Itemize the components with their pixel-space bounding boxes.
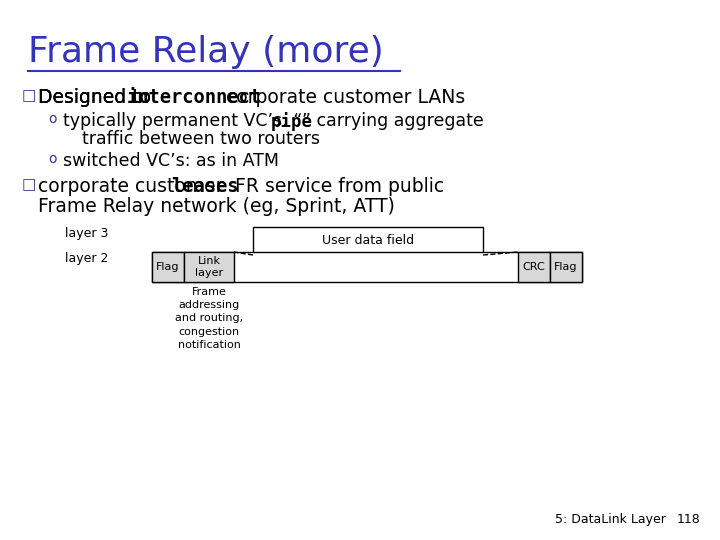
Text: CRC: CRC <box>523 262 545 272</box>
Bar <box>253 227 483 255</box>
Bar <box>550 252 582 282</box>
Text: 5: DataLink Layer: 5: DataLink Layer <box>555 513 666 526</box>
Text: traffic between two routers: traffic between two routers <box>82 130 320 148</box>
Text: □: □ <box>22 88 37 103</box>
Text: Flag: Flag <box>156 262 180 272</box>
Text: pipe: pipe <box>271 112 313 131</box>
Text: FR service from public: FR service from public <box>223 177 444 196</box>
Text: Frame Relay network (eg, Sprint, ATT): Frame Relay network (eg, Sprint, ATT) <box>38 197 395 216</box>
Bar <box>518 252 550 282</box>
Text: Flag: Flag <box>554 262 577 272</box>
Text: interconnect: interconnect <box>127 88 262 107</box>
Text: corporate customer LANs: corporate customer LANs <box>220 88 465 107</box>
Bar <box>152 252 184 282</box>
Text: Designed to: Designed to <box>38 88 157 107</box>
Text: o: o <box>48 152 56 166</box>
Text: switched VC’s: as in ATM: switched VC’s: as in ATM <box>63 152 279 170</box>
Text: typically permanent VC’s: “: typically permanent VC’s: “ <box>63 112 302 130</box>
Text: leases: leases <box>171 177 238 196</box>
Text: Frame Relay (more): Frame Relay (more) <box>28 35 384 69</box>
Text: layer 2: layer 2 <box>65 252 109 265</box>
Text: ” carrying aggregate: ” carrying aggregate <box>302 112 484 130</box>
Text: 118: 118 <box>676 513 700 526</box>
Text: User data field: User data field <box>322 234 414 247</box>
Text: □: □ <box>22 177 37 192</box>
Bar <box>152 252 582 282</box>
Text: corporate customer: corporate customer <box>38 177 230 196</box>
Text: Designed to: Designed to <box>38 88 157 107</box>
Bar <box>184 252 234 282</box>
Text: Link
layer: Link layer <box>195 256 223 278</box>
Text: Designed to: Designed to <box>38 88 157 107</box>
Text: layer 3: layer 3 <box>65 227 109 240</box>
Text: Frame
addressing
and routing,
congestion
notification: Frame addressing and routing, congestion… <box>175 287 243 350</box>
Text: o: o <box>48 112 56 126</box>
